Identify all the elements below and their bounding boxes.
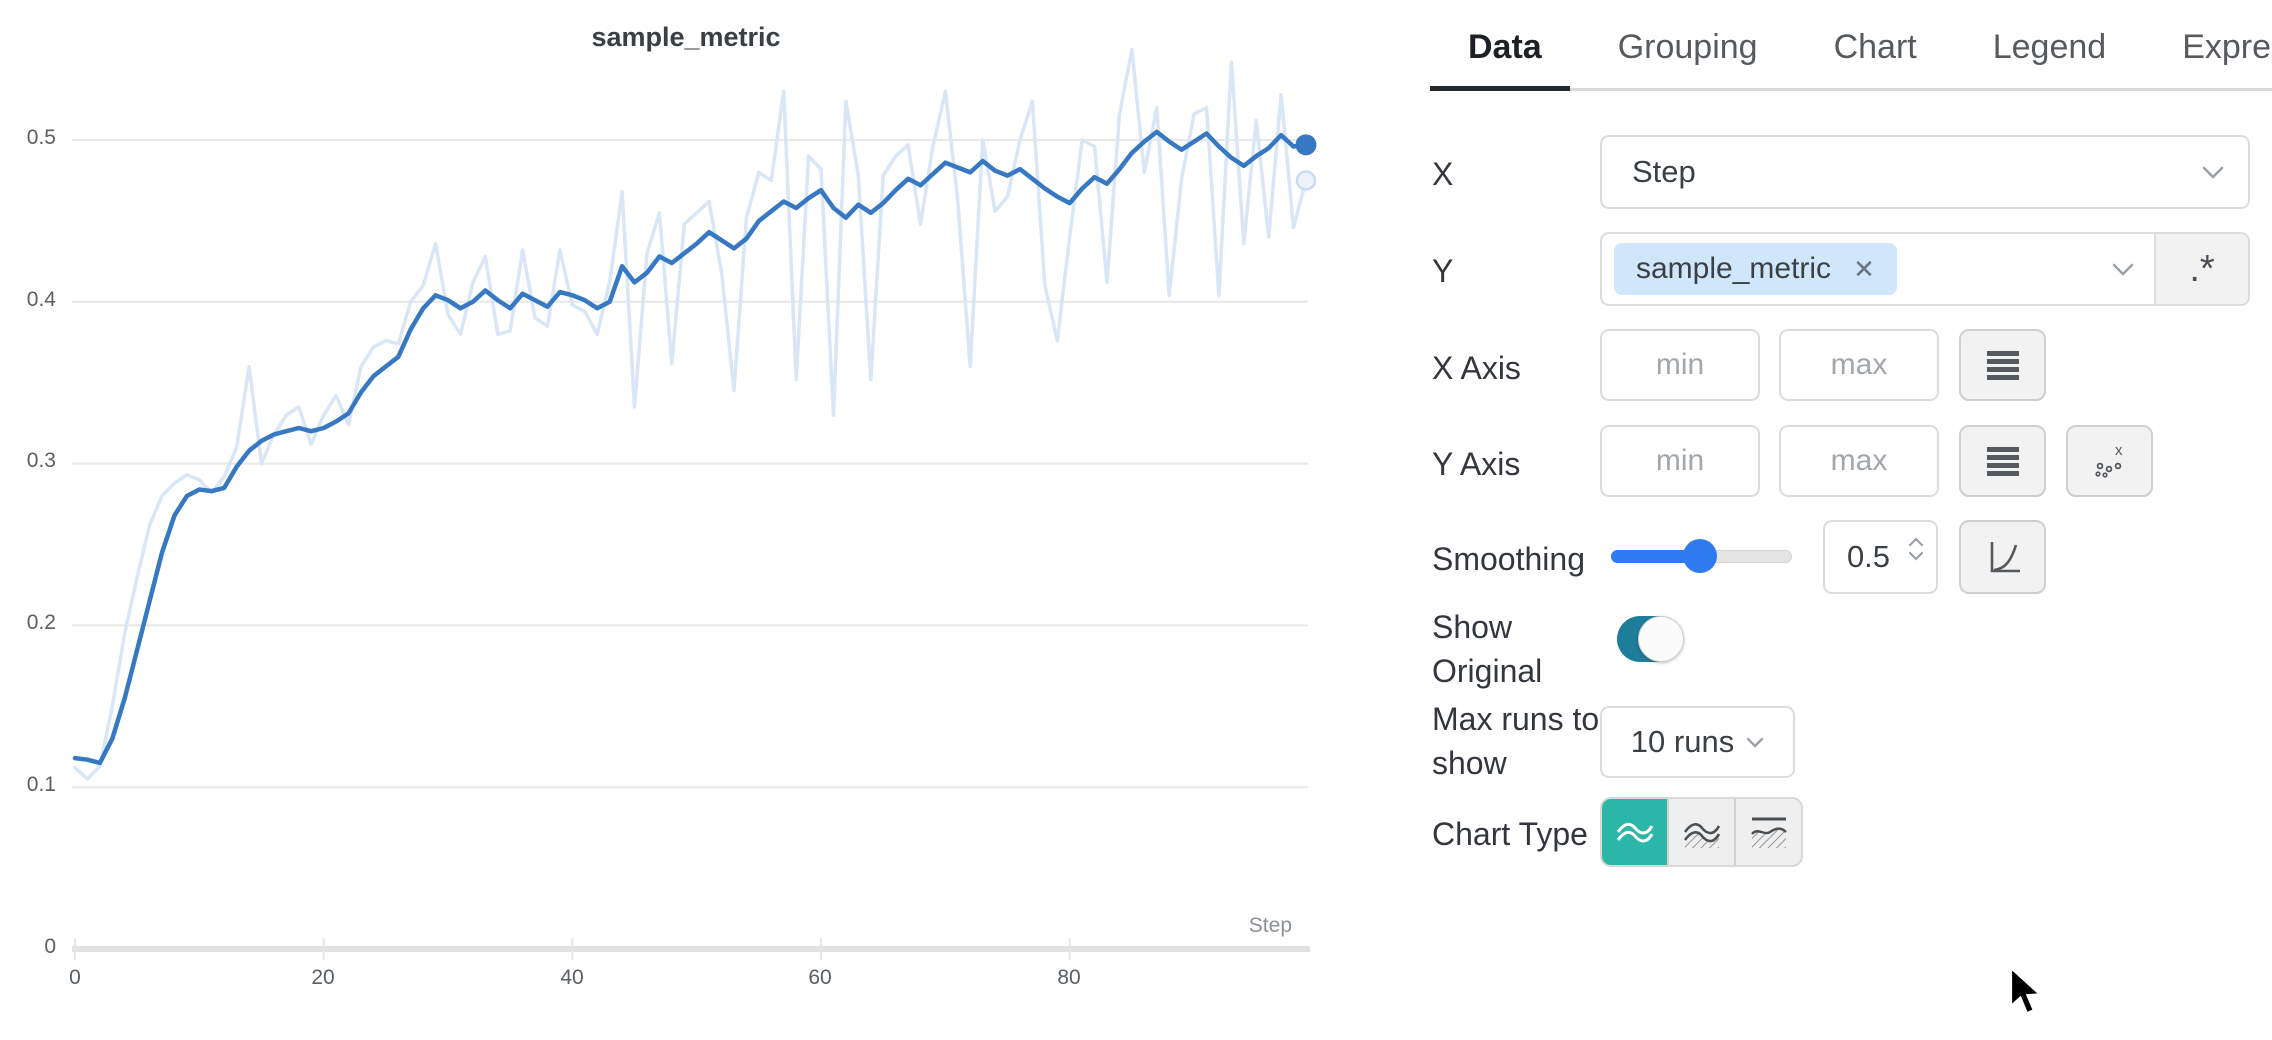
y-tick-label: 0.3: [26, 449, 56, 472]
max-runs-label: Max runs to show: [1432, 701, 1600, 781]
y-axis-min-input[interactable]: [1600, 425, 1760, 497]
tab-grouping[interactable]: Grouping: [1617, 28, 1758, 66]
x-tick-label: 60: [808, 966, 832, 989]
max-runs-selected-value: 10 runs: [1630, 724, 1735, 759]
tab-expressions[interactable]: Expressions: [2182, 28, 2272, 66]
tab-data[interactable]: Data: [1468, 28, 1542, 66]
svg-text:x: x: [2115, 442, 2123, 459]
chart-type-area-button[interactable]: [1667, 799, 1734, 865]
x-axis-min-input[interactable]: [1600, 329, 1760, 401]
x-axis-range-label: X Axis: [1432, 350, 1521, 386]
smoothing-curve-icon: [1990, 542, 2020, 573]
smoothing-value-box: [1823, 520, 1938, 594]
chevron-down-icon: [2202, 166, 2224, 179]
outliers-icon: x: [2094, 442, 2123, 478]
chart-title: sample_metric: [591, 22, 781, 52]
y-tick-label: 0.5: [26, 126, 56, 149]
smoothing-stepper[interactable]: [1908, 537, 1924, 561]
log-scale-icon: [1986, 447, 2019, 476]
smoothing-slider-handle[interactable]: [1683, 539, 1717, 573]
stepper-down-icon[interactable]: [1908, 551, 1924, 561]
x-axis-max-input[interactable]: [1779, 329, 1939, 401]
y-axis-range-label: Y Axis: [1432, 446, 1521, 482]
x-field-label: X: [1432, 156, 1454, 192]
log-scale-icon: [1986, 351, 2019, 380]
y-axis-log-scale-button[interactable]: [1959, 425, 2046, 497]
toggle-knob: [1638, 616, 1684, 662]
y-field-label: Y: [1432, 253, 1454, 289]
show-original-label: Show Original: [1432, 609, 1543, 689]
chart-settings-panel: Data Grouping Chart Legend Expressions X…: [1430, 0, 2272, 1040]
y-tick-label: 0: [44, 935, 56, 958]
original-series-end-dot: [1295, 170, 1317, 191]
max-runs-select[interactable]: 10 runs: [1600, 706, 1795, 778]
tab-legend[interactable]: Legend: [1992, 28, 2107, 66]
smoothed-series-end-dot: [1295, 134, 1317, 156]
x-tick-label: 40: [560, 966, 584, 989]
line-plot-icon: [1616, 822, 1653, 843]
ignore-outliers-button[interactable]: x: [2066, 425, 2153, 497]
selected-metric-pill-label: sample_metric: [1636, 252, 1832, 285]
chevron-down-icon: [2112, 263, 2134, 276]
x-metric-select[interactable]: Step: [1600, 135, 2250, 209]
percentile-plot-icon: [1750, 817, 1787, 848]
x-metric-selected-value: Step: [1632, 154, 1696, 189]
chart-type-line-button[interactable]: [1602, 799, 1667, 865]
show-original-toggle[interactable]: [1617, 616, 1684, 662]
smoothing-value-input[interactable]: [1823, 520, 1938, 594]
y-tick-label: 0.1: [26, 773, 56, 796]
x-tick-label: 0: [69, 966, 81, 989]
x-axis-title: Step: [1248, 914, 1292, 937]
line-chart-plot-area[interactable]: [0, 0, 1360, 1040]
chart-type-button-group: [1600, 797, 1803, 867]
y-tick-label: 0.2: [26, 611, 56, 634]
x-axis-line: [72, 938, 1310, 960]
exponential-smoothing-button[interactable]: [1959, 520, 2046, 594]
smoothing-slider-fill: [1611, 550, 1706, 563]
stepper-up-icon[interactable]: [1908, 537, 1924, 547]
y-metric-select[interactable]: sample_metric ✕ .*: [1600, 232, 2250, 306]
chevron-down-icon: [1747, 737, 1764, 748]
active-tab-indicator: [1430, 86, 1570, 91]
chart-type-percentile-button[interactable]: [1734, 799, 1801, 865]
y-tick-label: 0.4: [26, 288, 56, 311]
selected-metric-pill[interactable]: sample_metric ✕: [1614, 243, 1897, 295]
tab-chart[interactable]: Chart: [1833, 28, 1917, 66]
mouse-cursor: [2009, 966, 2043, 1015]
regex-filter-button[interactable]: .*: [2154, 234, 2248, 304]
smoothed-series-line: [72, 129, 1309, 766]
gridlines: [72, 139, 1308, 789]
x-tick-label: 20: [311, 966, 335, 989]
close-icon[interactable]: ✕: [1853, 253, 1875, 284]
chart-type-label: Chart Type: [1432, 816, 1588, 852]
x-tick-label: 80: [1057, 966, 1081, 989]
smoothing-label: Smoothing: [1432, 541, 1585, 577]
smoothing-slider[interactable]: [1611, 539, 1792, 573]
area-plot-icon: [1683, 823, 1720, 848]
original-series-line: [73, 47, 1308, 781]
x-axis-log-scale-button[interactable]: [1959, 329, 2046, 401]
settings-tab-bar: Data Grouping Chart Legend Expressions: [1430, 0, 2272, 91]
y-axis-max-input[interactable]: [1779, 425, 1939, 497]
